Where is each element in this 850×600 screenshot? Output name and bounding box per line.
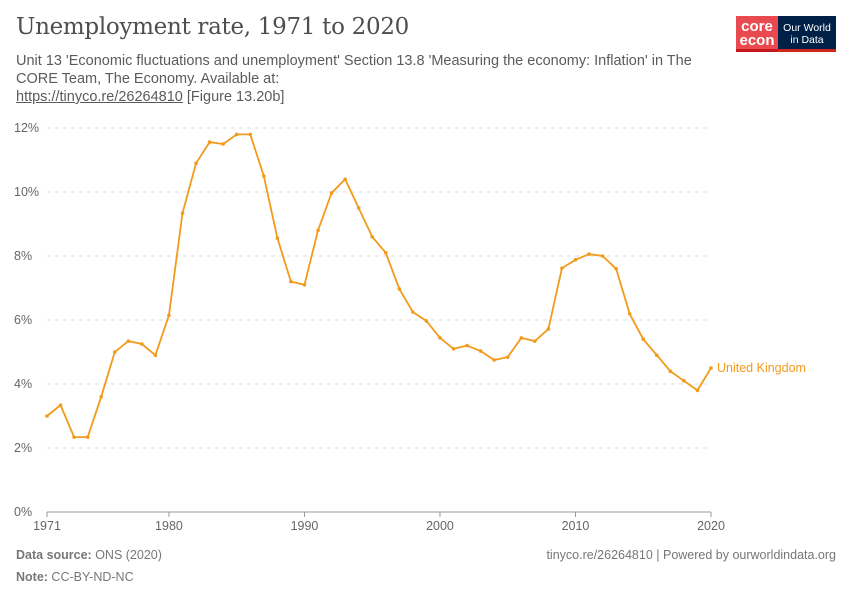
data-point: [356, 206, 361, 210]
subtitle-link[interactable]: https://tinyco.re/26264810: [16, 89, 183, 105]
data-point: [682, 379, 686, 383]
note-value: CC-BY-ND-NC: [47, 570, 134, 584]
y-tick-label: 10%: [14, 185, 39, 199]
data-point: [505, 355, 510, 359]
data-point: [262, 174, 266, 178]
data-point: [411, 310, 415, 314]
data-point: [99, 395, 104, 399]
x-tick-label: 2020: [697, 519, 725, 533]
data-point: [167, 313, 171, 318]
data-point: [275, 236, 280, 240]
y-tick-label: 6%: [14, 313, 32, 327]
core-econ-logo: core econ: [736, 16, 778, 52]
data-source: Data source: ONS (2020): [16, 548, 162, 562]
data-point: [45, 414, 49, 418]
data-point: [546, 327, 551, 331]
data-point: [370, 235, 375, 239]
data-point: [627, 312, 632, 316]
data-point: [343, 177, 347, 181]
data-point: [140, 342, 144, 346]
series-line: [46, 133, 712, 439]
data-point: [329, 191, 334, 195]
data-point: [492, 358, 496, 362]
y-tick-label: 4%: [14, 377, 32, 391]
logo[interactable]: core econ Our World in Data: [736, 16, 836, 52]
data-point: [451, 347, 456, 351]
data-point: [709, 366, 713, 370]
data-point: [424, 319, 429, 323]
chart-subtitle: Unit 13 'Economic fluctuations and unemp…: [16, 52, 706, 106]
x-tick-label: 1990: [291, 519, 319, 533]
series-label: United Kingdom: [717, 361, 806, 375]
x-tick-label: 1980: [155, 519, 183, 533]
data-point: [126, 339, 131, 343]
data-point: [58, 403, 63, 407]
data-point: [587, 252, 591, 256]
data-point: [668, 369, 673, 374]
data-point: [72, 435, 76, 439]
chart-title: Unemployment rate, 1971 to 2020: [16, 14, 409, 40]
data-point: [221, 142, 225, 146]
data-point: [180, 211, 185, 215]
data-point: [207, 140, 212, 144]
data-point: [695, 388, 700, 393]
x-tick-label: 2000: [426, 519, 454, 533]
data-point: [600, 254, 605, 258]
data-point: [560, 266, 564, 270]
data-point: [573, 258, 578, 262]
data-point: [234, 132, 239, 137]
subtitle-text: Unit 13 'Economic fluctuations and unemp…: [16, 53, 692, 87]
data-point: [153, 353, 158, 358]
data-point: [85, 435, 90, 439]
data-point: [194, 161, 198, 165]
data-point: [641, 337, 646, 342]
source-label: Data source:: [16, 548, 92, 562]
x-tick-label: 1971: [33, 519, 61, 533]
data-point: [316, 228, 320, 233]
source-value[interactable]: ONS (2020): [91, 548, 162, 562]
owid-logo: Our World in Data: [778, 16, 836, 52]
subtitle-suffix: [Figure 13.20b]: [182, 89, 285, 105]
data-point: [289, 279, 293, 284]
data-point: [533, 339, 537, 343]
data-point: [614, 267, 618, 271]
y-tick-label: 0%: [14, 505, 32, 519]
data-point: [478, 349, 483, 353]
y-tick-label: 8%: [14, 249, 32, 263]
data-point: [438, 336, 442, 340]
data-point: [112, 350, 117, 354]
x-tick-label: 2010: [562, 519, 590, 533]
y-tick-label: 2%: [14, 441, 32, 455]
data-point: [465, 343, 469, 348]
data-point: [248, 132, 253, 137]
y-tick-label: 12%: [14, 121, 39, 135]
data-point: [397, 287, 402, 291]
credit-link[interactable]: tinyco.re/26264810 | Powered by ourworld…: [546, 548, 836, 562]
data-point: [519, 336, 524, 340]
note-label: Note:: [16, 570, 48, 584]
data-point: [383, 251, 388, 255]
data-point: [654, 353, 659, 358]
note: Note: CC-BY-ND-NC: [16, 570, 134, 584]
data-point: [302, 283, 307, 287]
